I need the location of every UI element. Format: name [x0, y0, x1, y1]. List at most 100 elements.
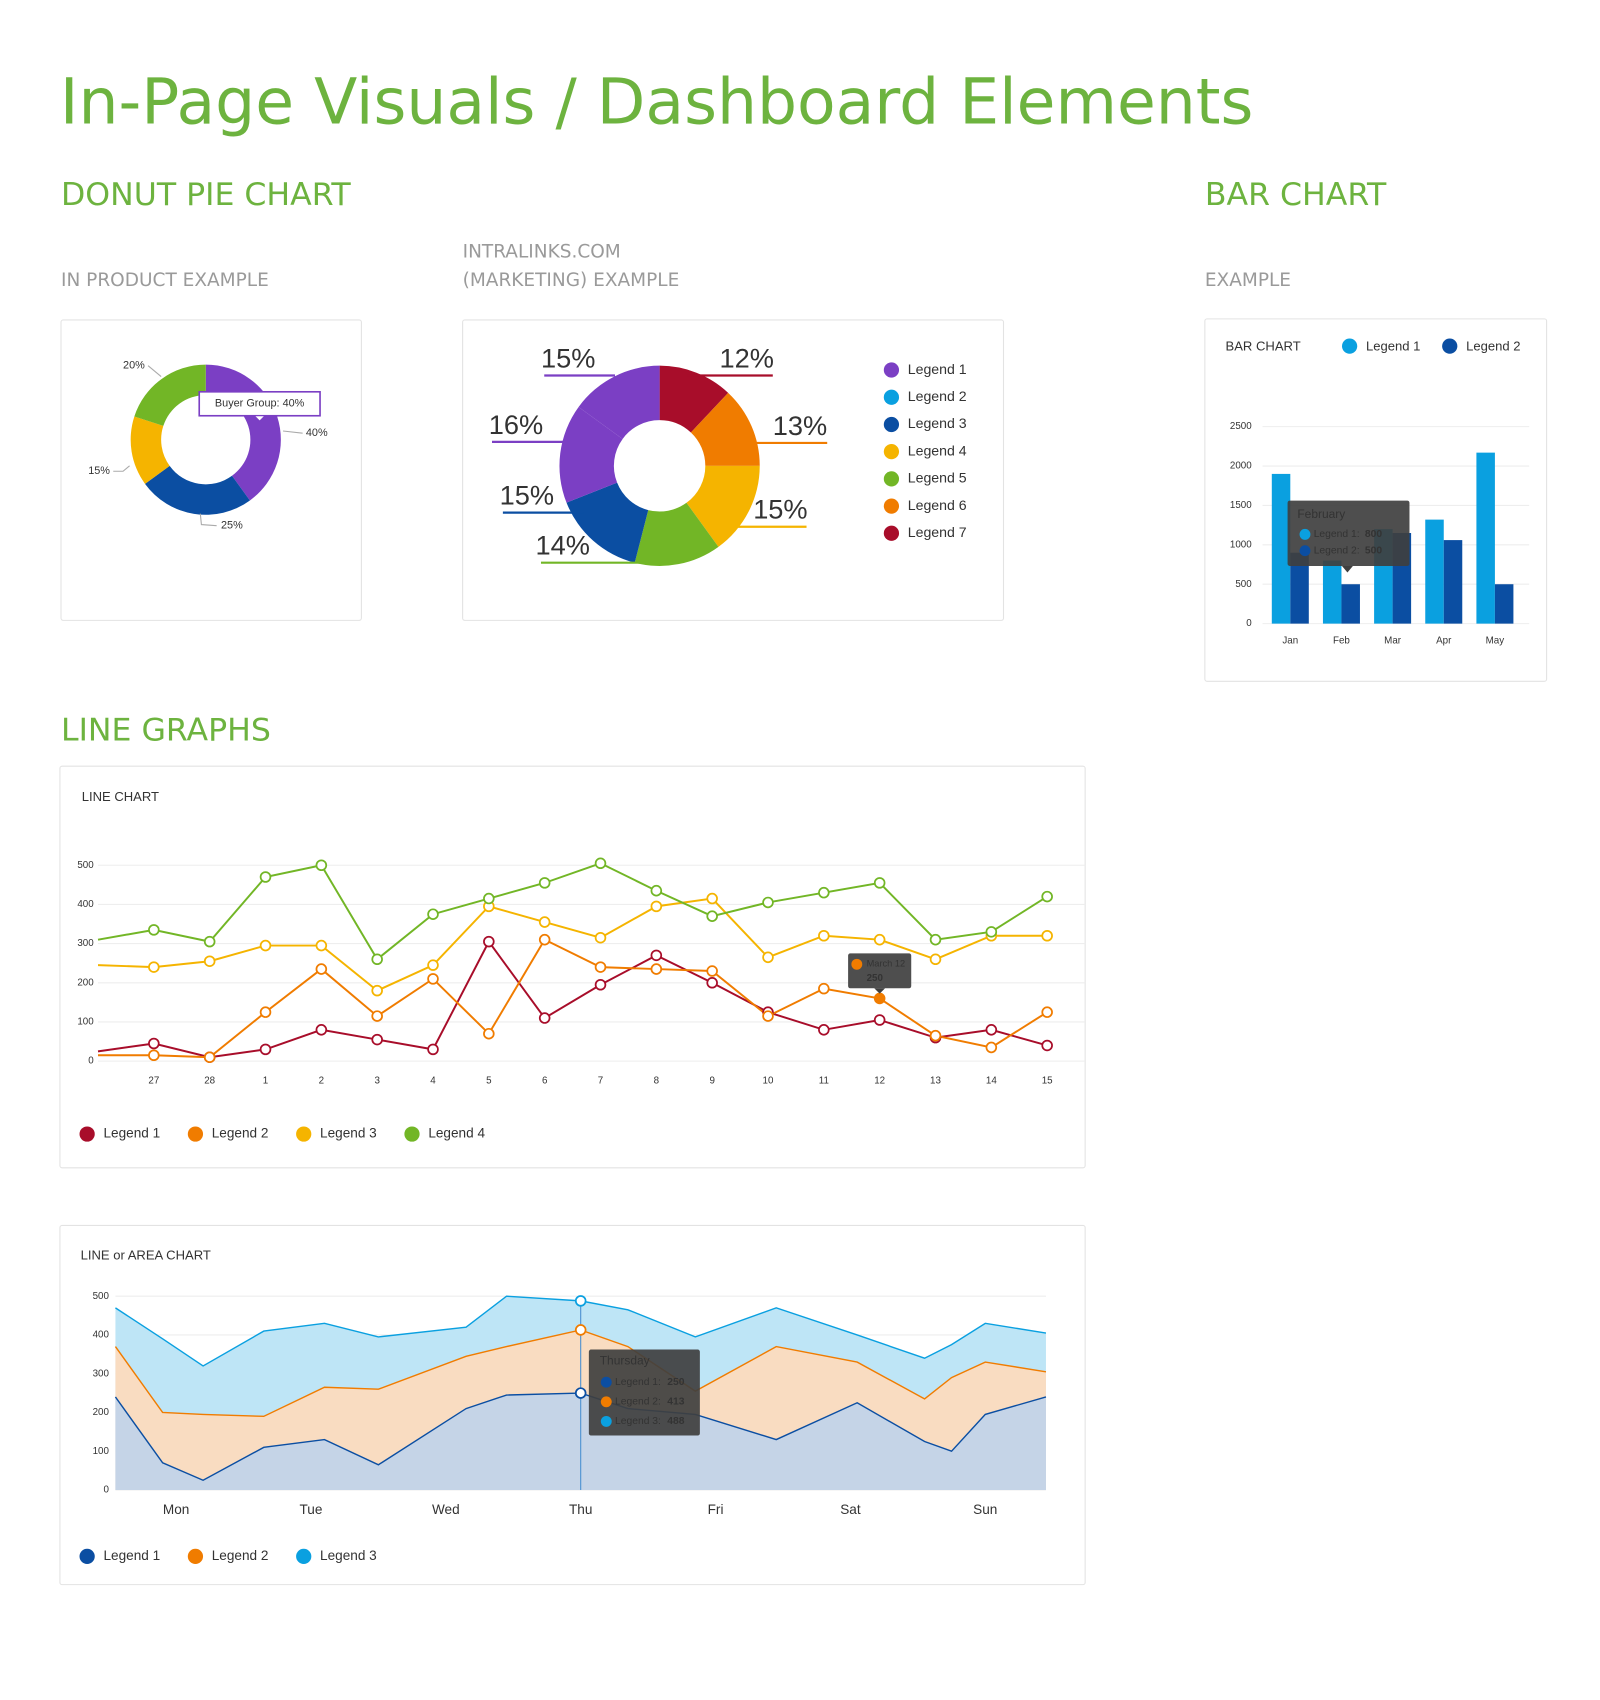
- page-title: In-Page Visuals / Dashboard Elements: [60, 65, 1253, 139]
- legend-label: Legend 3: [320, 1548, 377, 1563]
- chart-title: LINE CHART: [82, 789, 159, 804]
- x-tick-label: 8: [654, 1075, 660, 1086]
- legend-swatch: [883, 471, 900, 487]
- point: [538, 933, 551, 946]
- point: [929, 933, 942, 946]
- tooltip-box: [588, 1349, 700, 1436]
- legend-label: Legend 2: [908, 388, 967, 404]
- point: [427, 973, 439, 985]
- slice-label: 15%: [541, 342, 595, 373]
- tooltip-swatch: [851, 958, 863, 970]
- y-tick-label: 1000: [1230, 539, 1252, 550]
- bar: [1271, 473, 1291, 624]
- tooltip-pointer: [1341, 565, 1353, 573]
- point: [148, 924, 160, 936]
- tooltip-swatch: [1299, 528, 1311, 540]
- x-tick-label: May: [1486, 636, 1505, 647]
- point: [538, 916, 551, 928]
- legend-label: Legend 7: [908, 524, 967, 540]
- y-tick-label: 500: [93, 1291, 110, 1302]
- x-tick-label: 11: [819, 1075, 829, 1086]
- legend-swatch: [79, 1126, 95, 1142]
- point: [203, 955, 216, 967]
- bar: [1443, 540, 1463, 624]
- point: [985, 1041, 998, 1054]
- tooltip-swatch: [1299, 545, 1311, 557]
- x-tick-label: 3: [374, 1075, 380, 1086]
- point: [259, 939, 272, 952]
- x-tick-label: 4: [430, 1075, 436, 1086]
- point: [315, 859, 328, 872]
- point: [315, 1024, 328, 1036]
- legend-swatch: [883, 444, 900, 460]
- x-tick-label: 7: [598, 1075, 603, 1086]
- slice-label: 13%: [773, 410, 827, 441]
- y-tick-label: 100: [93, 1446, 110, 1457]
- point: [371, 953, 383, 966]
- point: [1041, 929, 1053, 942]
- tooltip-text: Buyer Group: 40%: [215, 398, 305, 410]
- slice-label: 14%: [536, 530, 590, 561]
- tooltip-title: Thursday: [600, 1354, 650, 1368]
- donut-slice: [145, 465, 250, 515]
- x-tick-label: Tue: [300, 1502, 323, 1517]
- point: [650, 949, 663, 962]
- point: [427, 908, 439, 920]
- point: [203, 1051, 216, 1063]
- point: [371, 1033, 383, 1046]
- point: [706, 977, 718, 989]
- point: [818, 1024, 830, 1036]
- x-tick-label: Mon: [163, 1502, 189, 1517]
- y-tick-label: 200: [93, 1407, 110, 1418]
- point: [762, 951, 774, 964]
- y-tick-label: 0: [103, 1485, 109, 1496]
- donut-slice: [130, 416, 170, 484]
- bar: [1322, 560, 1342, 624]
- card: [59, 765, 1086, 1169]
- slice-label: 25%: [221, 520, 243, 532]
- tooltip-value: 500: [1365, 545, 1382, 556]
- point: [873, 1014, 886, 1026]
- slice-label: 15%: [500, 480, 554, 511]
- line: [98, 938, 1048, 1059]
- legend-swatch: [883, 389, 900, 405]
- x-tick-label: Jan: [1282, 636, 1298, 647]
- point: [574, 1295, 587, 1307]
- chart-title: BAR CHART: [1226, 339, 1301, 354]
- x-tick-label: 2: [319, 1075, 324, 1086]
- donut-slice: [690, 392, 760, 466]
- tooltip-label: Legend 2:: [1314, 545, 1360, 556]
- legend-swatch: [883, 416, 900, 433]
- subtitle: IN PRODUCT EXAMPLE: [61, 270, 269, 291]
- tooltip-value: 488: [667, 1416, 684, 1427]
- tooltip-value: 800: [1365, 529, 1382, 540]
- legend-swatch: [79, 1548, 95, 1564]
- x-tick-label: 14: [986, 1075, 997, 1086]
- leader-line: [199, 513, 217, 527]
- tooltip-label: Legend 2:: [615, 1397, 661, 1408]
- section-title: DONUT PIE CHART: [61, 177, 351, 213]
- point: [538, 877, 551, 889]
- donut-slice: [578, 365, 660, 439]
- x-tick-label: 9: [709, 1075, 714, 1086]
- bar: [1494, 584, 1514, 624]
- point: [594, 978, 607, 991]
- donut-slice: [686, 465, 760, 547]
- tooltip-label: Legend 1:: [1314, 529, 1360, 540]
- x-tick-label: Fri: [708, 1502, 724, 1517]
- point: [148, 1049, 160, 1062]
- point: [985, 1024, 998, 1036]
- x-tick-label: 1: [263, 1075, 268, 1086]
- legend-swatch: [296, 1548, 312, 1564]
- point: [1041, 1006, 1053, 1018]
- slice-label: 15%: [753, 494, 807, 525]
- point: [818, 929, 830, 942]
- point: [427, 959, 439, 971]
- line: [97, 897, 1048, 992]
- legend-swatch: [404, 1126, 420, 1142]
- legend-swatch: [296, 1126, 312, 1142]
- legend-swatch: [883, 498, 900, 514]
- tooltip-value: 250: [867, 973, 884, 984]
- tooltip-box: [848, 953, 912, 989]
